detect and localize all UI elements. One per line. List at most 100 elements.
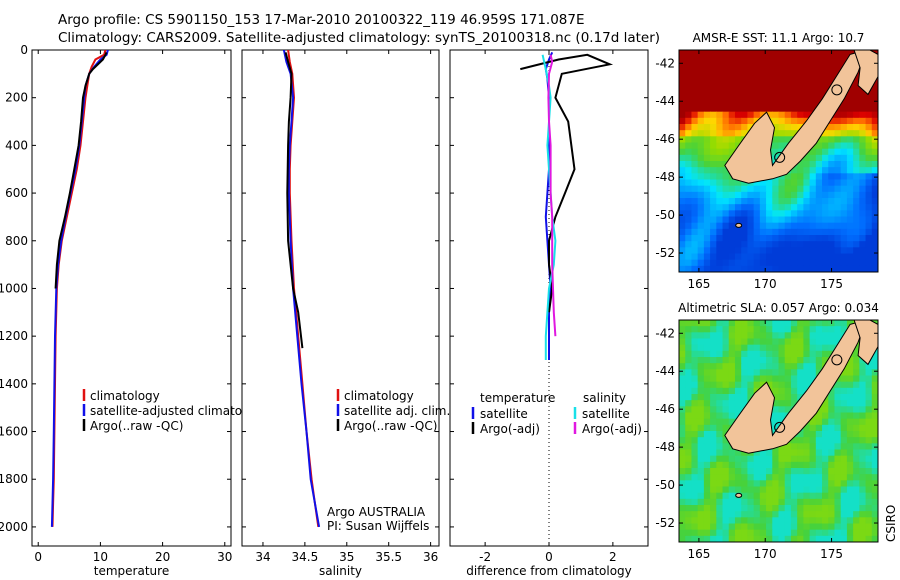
map-cell (822, 449, 829, 457)
map-cell (822, 62, 829, 70)
map-cell (790, 56, 798, 63)
map-cell (716, 130, 724, 137)
map-cell (865, 179, 873, 187)
map-cell (703, 241, 711, 248)
map-cell (734, 338, 742, 346)
map-cell (846, 253, 854, 261)
map-cell (741, 87, 749, 94)
map-cell (697, 105, 705, 113)
map-cell (716, 486, 724, 494)
map-cell (853, 241, 860, 248)
map-cell (741, 350, 749, 358)
map-cell (865, 387, 873, 395)
map-cell (822, 326, 829, 333)
map-cell (703, 247, 711, 255)
map-cell (747, 332, 755, 340)
map-cell (741, 468, 749, 475)
map-cell (846, 204, 854, 211)
map-cell (859, 167, 867, 174)
map-cell (815, 320, 823, 327)
map-cell (759, 198, 767, 205)
map-cell (716, 265, 724, 272)
map-cell (710, 320, 717, 327)
map-cell (797, 247, 804, 255)
map-cell (697, 241, 705, 248)
map-cell (828, 437, 836, 444)
map-cell (815, 498, 823, 506)
map-cell (778, 344, 786, 352)
map-cell (759, 375, 767, 383)
map-cell (772, 344, 780, 352)
map-cell (766, 486, 773, 494)
map-cell (803, 99, 811, 107)
map-cell (871, 424, 878, 432)
map-cell (734, 136, 742, 144)
map-cell (697, 505, 705, 512)
map-cell (722, 412, 730, 420)
map-cell (822, 511, 829, 518)
map-cell (822, 154, 829, 162)
map-cell (778, 253, 786, 261)
map-cell (828, 326, 836, 333)
map-cell (679, 124, 686, 131)
map-cell (797, 173, 804, 181)
map-cell (797, 198, 804, 205)
map-cell (797, 517, 804, 525)
map-cell (840, 326, 848, 333)
map-cell (846, 259, 854, 267)
map-cell (784, 326, 792, 333)
map-cell (741, 455, 749, 463)
map-cell (790, 381, 798, 389)
map-cell (822, 443, 829, 451)
map-cell (772, 148, 780, 156)
map-cell (766, 511, 773, 518)
map-cell (766, 265, 773, 272)
map-cell (691, 198, 699, 205)
map-cell (834, 241, 842, 248)
map-cell (728, 468, 736, 475)
map-cell (753, 80, 761, 88)
map-cell (728, 511, 736, 518)
map-cell (759, 320, 767, 327)
salinity-x-tick-label: 34.5 (292, 550, 319, 564)
map-cell (703, 179, 711, 187)
map-cell (859, 87, 867, 94)
map-cell (703, 338, 711, 346)
map-cell (803, 344, 811, 352)
map-cell (828, 173, 836, 181)
map-cell (809, 253, 817, 261)
map-cell (871, 87, 878, 94)
map-cell (679, 375, 686, 383)
map-cell (834, 529, 842, 537)
map-cell (728, 265, 736, 272)
map-cell (716, 400, 724, 407)
map-cell (828, 480, 836, 488)
map-cell (710, 265, 717, 272)
map-cell (778, 517, 786, 525)
map-cell (703, 80, 711, 88)
map-cell (859, 111, 867, 119)
map-cell (797, 68, 804, 76)
map-cell (741, 99, 749, 107)
map-cell (784, 369, 792, 377)
map-cell (697, 198, 705, 205)
map-cell (815, 492, 823, 500)
map-cell (722, 437, 730, 444)
map-cell (840, 424, 848, 432)
map-cell (679, 148, 686, 156)
map-cell (728, 222, 736, 230)
map-cell (685, 62, 693, 70)
map-cell (859, 449, 867, 457)
map-cell (722, 228, 730, 236)
map-cell (790, 455, 798, 463)
map-cell (871, 216, 878, 224)
legend-label: satellite adj. clim. (344, 404, 450, 418)
map-cell (840, 443, 848, 451)
map-cell (871, 400, 878, 407)
map-cell (766, 381, 773, 389)
map-cell (753, 480, 761, 488)
map-cell (784, 136, 792, 144)
map-cell (865, 418, 873, 426)
map-cell (753, 191, 761, 199)
map-cell (741, 259, 749, 267)
